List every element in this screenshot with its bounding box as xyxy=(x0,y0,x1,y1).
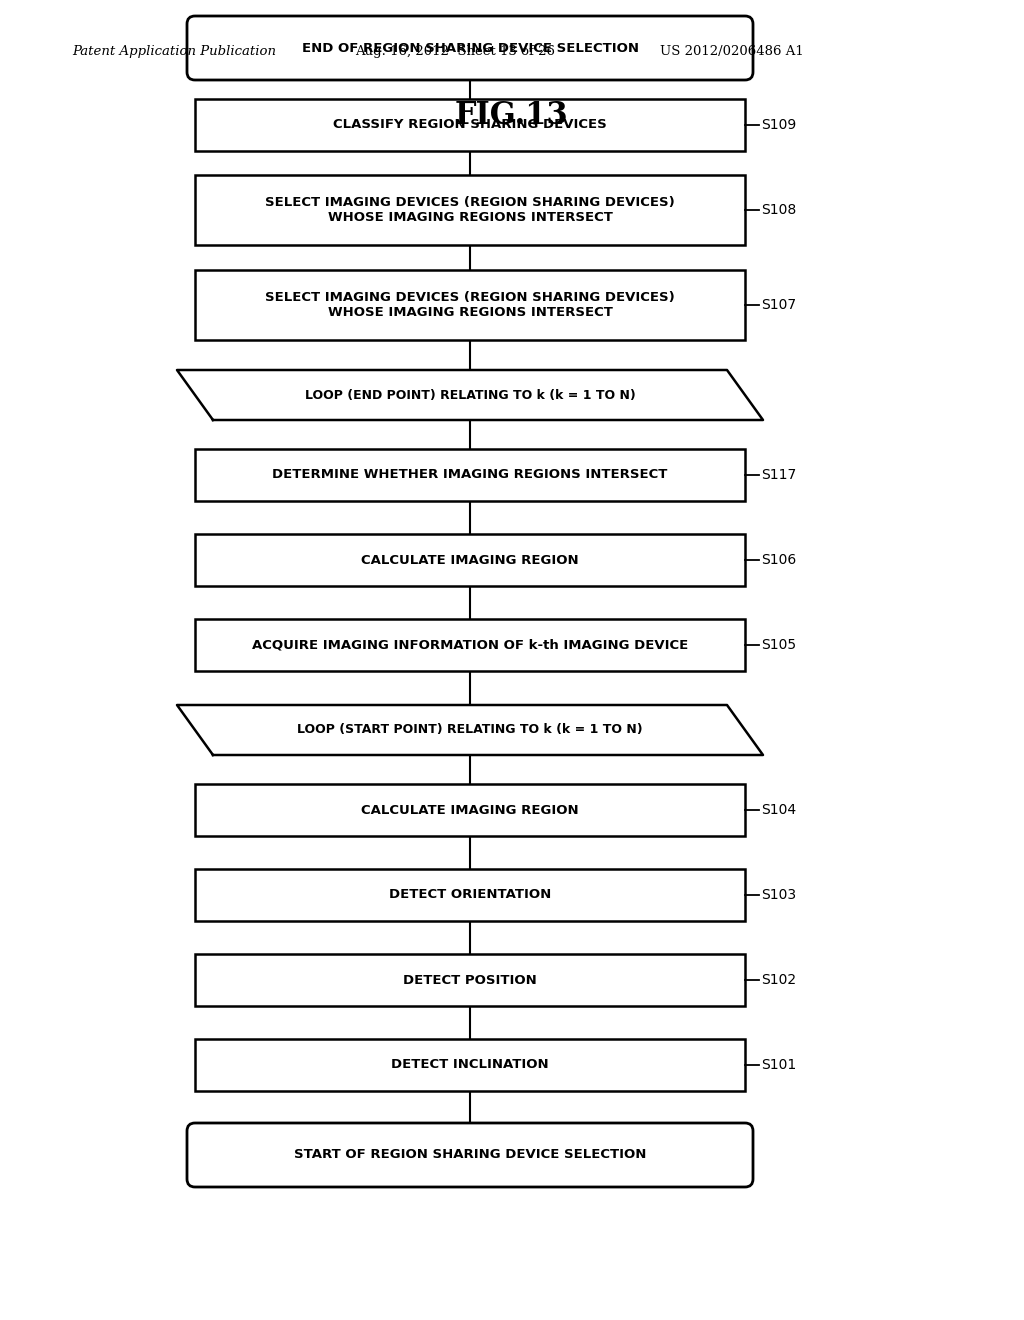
Text: S103: S103 xyxy=(761,888,796,902)
Text: Aug. 16, 2012  Sheet 13 of 26: Aug. 16, 2012 Sheet 13 of 26 xyxy=(355,45,555,58)
Bar xyxy=(195,535,745,586)
Text: DETECT ORIENTATION: DETECT ORIENTATION xyxy=(389,888,551,902)
Text: CALCULATE IMAGING REGION: CALCULATE IMAGING REGION xyxy=(361,553,579,566)
Text: S109: S109 xyxy=(761,117,797,132)
Text: CLASSIFY REGION SHARING DEVICES: CLASSIFY REGION SHARING DEVICES xyxy=(333,119,607,132)
Text: S107: S107 xyxy=(761,298,796,312)
Text: LOOP (END POINT) RELATING TO k (k = 1 TO N): LOOP (END POINT) RELATING TO k (k = 1 TO… xyxy=(304,388,635,401)
Bar xyxy=(195,869,745,921)
Text: DETERMINE WHETHER IMAGING REGIONS INTERSECT: DETERMINE WHETHER IMAGING REGIONS INTERS… xyxy=(272,469,668,482)
Text: FIG.13: FIG.13 xyxy=(455,99,569,131)
Polygon shape xyxy=(177,370,763,420)
Text: S102: S102 xyxy=(761,973,796,987)
Bar xyxy=(195,99,745,150)
Text: DETECT INCLINATION: DETECT INCLINATION xyxy=(391,1059,549,1072)
Text: LOOP (START POINT) RELATING TO k (k = 1 TO N): LOOP (START POINT) RELATING TO k (k = 1 … xyxy=(297,723,643,737)
FancyBboxPatch shape xyxy=(187,16,753,81)
Text: ACQUIRE IMAGING INFORMATION OF k-th IMAGING DEVICE: ACQUIRE IMAGING INFORMATION OF k-th IMAG… xyxy=(252,639,688,652)
Text: S106: S106 xyxy=(761,553,797,568)
FancyBboxPatch shape xyxy=(187,1123,753,1187)
Text: S108: S108 xyxy=(761,203,797,216)
Text: DETECT POSITION: DETECT POSITION xyxy=(403,974,537,986)
Bar xyxy=(195,784,745,836)
Text: Patent Application Publication: Patent Application Publication xyxy=(72,45,276,58)
Text: END OF REGION SHARING DEVICE SELECTION: END OF REGION SHARING DEVICE SELECTION xyxy=(301,41,639,54)
Text: SELECT IMAGING DEVICES (REGION SHARING DEVICES)
WHOSE IMAGING REGIONS INTERSECT: SELECT IMAGING DEVICES (REGION SHARING D… xyxy=(265,195,675,224)
Text: S105: S105 xyxy=(761,638,796,652)
Bar xyxy=(195,619,745,671)
Bar xyxy=(195,176,745,246)
Text: CALCULATE IMAGING REGION: CALCULATE IMAGING REGION xyxy=(361,804,579,817)
Bar xyxy=(195,954,745,1006)
Text: US 2012/0206486 A1: US 2012/0206486 A1 xyxy=(660,45,804,58)
Text: SELECT IMAGING DEVICES (REGION SHARING DEVICES)
WHOSE IMAGING REGIONS INTERSECT: SELECT IMAGING DEVICES (REGION SHARING D… xyxy=(265,290,675,319)
Text: S104: S104 xyxy=(761,803,796,817)
Text: START OF REGION SHARING DEVICE SELECTION: START OF REGION SHARING DEVICE SELECTION xyxy=(294,1148,646,1162)
Text: S117: S117 xyxy=(761,469,797,482)
Bar xyxy=(195,449,745,502)
Bar xyxy=(195,1039,745,1092)
Bar xyxy=(195,271,745,341)
Polygon shape xyxy=(177,705,763,755)
Text: S101: S101 xyxy=(761,1059,797,1072)
